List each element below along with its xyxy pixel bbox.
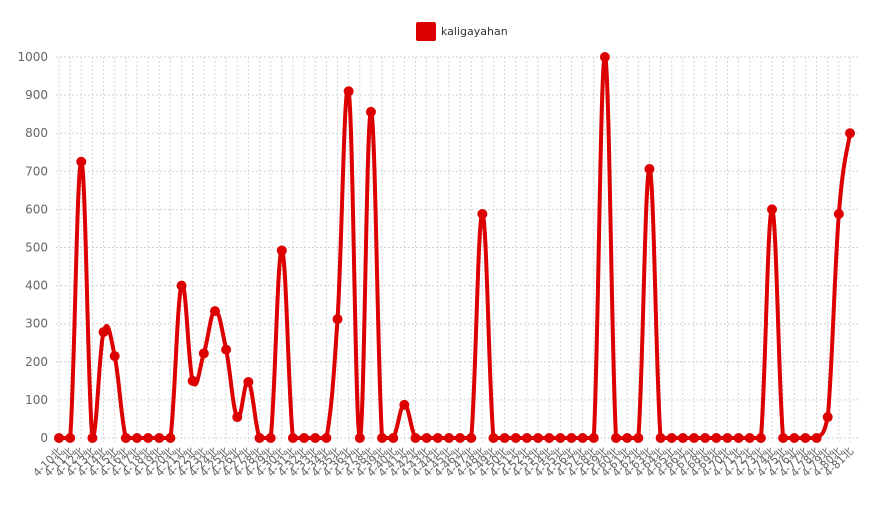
y-tick-label: 300 bbox=[25, 317, 48, 331]
data-point bbox=[365, 106, 376, 117]
data-point bbox=[599, 52, 610, 62]
y-tick-label: 1000 bbox=[17, 50, 48, 64]
data-point bbox=[622, 433, 633, 443]
data-point bbox=[744, 433, 755, 443]
data-point bbox=[76, 156, 87, 167]
legend-swatch[interactable] bbox=[416, 22, 436, 41]
data-point bbox=[432, 433, 443, 443]
data-point bbox=[232, 412, 243, 423]
data-point bbox=[466, 433, 477, 443]
data-point bbox=[310, 433, 321, 443]
data-point bbox=[198, 348, 209, 359]
data-point bbox=[54, 433, 64, 443]
x-axis-ticks: 4-10北4-11北4-12北4-13北4-14北4-15北4-16北4-17北… bbox=[30, 445, 856, 480]
data-point bbox=[811, 433, 822, 443]
data-point bbox=[254, 433, 265, 443]
data-point bbox=[421, 433, 432, 443]
data-point bbox=[131, 433, 142, 443]
data-point bbox=[388, 433, 399, 443]
data-point bbox=[477, 208, 488, 219]
data-point bbox=[410, 433, 421, 443]
data-point bbox=[120, 433, 131, 443]
y-tick-label: 400 bbox=[25, 279, 48, 293]
y-tick-label: 100 bbox=[25, 393, 48, 407]
data-point bbox=[299, 433, 310, 443]
y-tick-label: 900 bbox=[25, 88, 48, 102]
y-tick-label: 500 bbox=[25, 241, 48, 255]
data-point bbox=[343, 86, 354, 97]
legend-label[interactable]: kaligayahan bbox=[441, 25, 508, 38]
data-point bbox=[65, 433, 76, 443]
y-tick-label: 700 bbox=[25, 164, 48, 178]
data-point bbox=[510, 433, 521, 443]
data-point bbox=[455, 433, 466, 443]
data-point bbox=[722, 433, 733, 443]
data-point bbox=[566, 433, 577, 443]
y-tick-label: 800 bbox=[25, 126, 48, 140]
data-point bbox=[555, 433, 566, 443]
data-point bbox=[276, 245, 287, 256]
data-point bbox=[443, 433, 454, 443]
data-point bbox=[221, 344, 232, 355]
y-tick-label: 200 bbox=[25, 355, 48, 369]
data-point bbox=[165, 433, 176, 443]
data-point bbox=[533, 433, 544, 443]
data-point bbox=[767, 204, 778, 215]
data-point bbox=[833, 208, 844, 219]
data-point bbox=[544, 433, 555, 443]
data-point bbox=[354, 433, 365, 443]
data-point bbox=[187, 375, 198, 386]
data-point bbox=[109, 351, 120, 362]
data-point bbox=[287, 433, 298, 443]
y-tick-label: 600 bbox=[25, 202, 48, 216]
data-point bbox=[176, 280, 187, 291]
data-point bbox=[789, 433, 800, 443]
data-point bbox=[399, 399, 410, 410]
grid bbox=[56, 56, 858, 442]
data-point bbox=[711, 433, 722, 443]
data-point bbox=[666, 433, 677, 443]
series-group bbox=[54, 52, 855, 443]
data-point bbox=[611, 433, 622, 443]
y-tick-label: 0 bbox=[40, 431, 48, 445]
y-axis-ticks: 0 100 200 300 400 500 600 700 800 900 1000 bbox=[17, 50, 48, 445]
data-point bbox=[87, 433, 98, 443]
data-point bbox=[588, 433, 599, 443]
data-point bbox=[655, 433, 666, 443]
data-point bbox=[845, 128, 855, 139]
data-point bbox=[209, 306, 220, 317]
data-point bbox=[154, 433, 165, 443]
data-point bbox=[778, 433, 789, 443]
data-point bbox=[499, 433, 510, 443]
data-point bbox=[377, 433, 388, 443]
data-point bbox=[822, 412, 833, 423]
data-point bbox=[800, 433, 811, 443]
data-point bbox=[243, 376, 254, 387]
data-point bbox=[98, 327, 109, 338]
data-point bbox=[755, 433, 766, 443]
data-point bbox=[265, 433, 276, 443]
data-point bbox=[321, 433, 332, 443]
data-point bbox=[521, 433, 532, 443]
data-point bbox=[733, 433, 744, 443]
data-point bbox=[488, 433, 499, 443]
data-point bbox=[143, 433, 154, 443]
legend[interactable]: kaligayahan bbox=[416, 22, 508, 41]
data-point bbox=[700, 433, 711, 443]
data-point bbox=[633, 433, 644, 443]
data-point bbox=[644, 164, 655, 175]
data-point bbox=[577, 433, 588, 443]
data-point bbox=[677, 433, 688, 443]
data-point bbox=[689, 433, 700, 443]
data-point bbox=[332, 314, 343, 325]
